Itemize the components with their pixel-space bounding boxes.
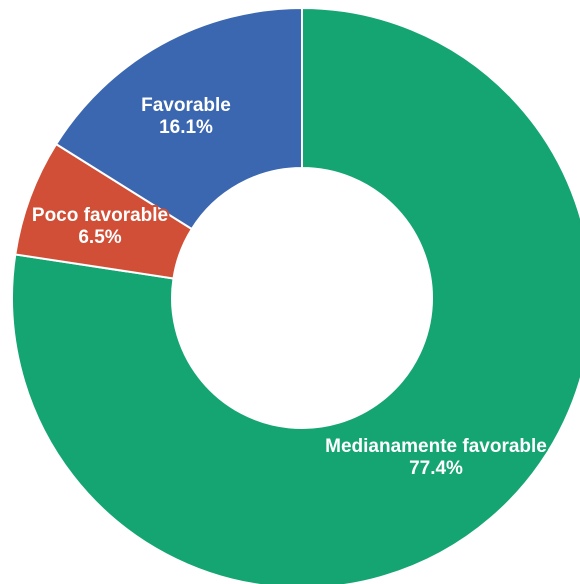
slice-value-text: 77.4% [409, 458, 463, 479]
slices-group [11, 6, 580, 584]
labels-group: Medianamente favorable 77.4% Poco favorabl… [30, 93, 549, 481]
slice-category-text: Medianamente favorable [325, 436, 547, 457]
slice-value-text: 16.1% [159, 117, 213, 138]
slice-category-text: Poco favorable [32, 205, 168, 226]
slice-favorable[interactable] [54, 6, 303, 231]
slice-value-text: 6.5% [78, 227, 121, 248]
slice-label-favorable: Favorable 16.1% [141, 95, 231, 138]
slice-label-poco-favorable: Poco favorable 6.5% [32, 205, 168, 248]
slice-label-medianamente-favorable: Medianamente favorable 77.4% [325, 436, 547, 479]
slice-medianamente-favorable[interactable] [11, 6, 580, 584]
slice-category-text: Favorable [141, 95, 231, 116]
